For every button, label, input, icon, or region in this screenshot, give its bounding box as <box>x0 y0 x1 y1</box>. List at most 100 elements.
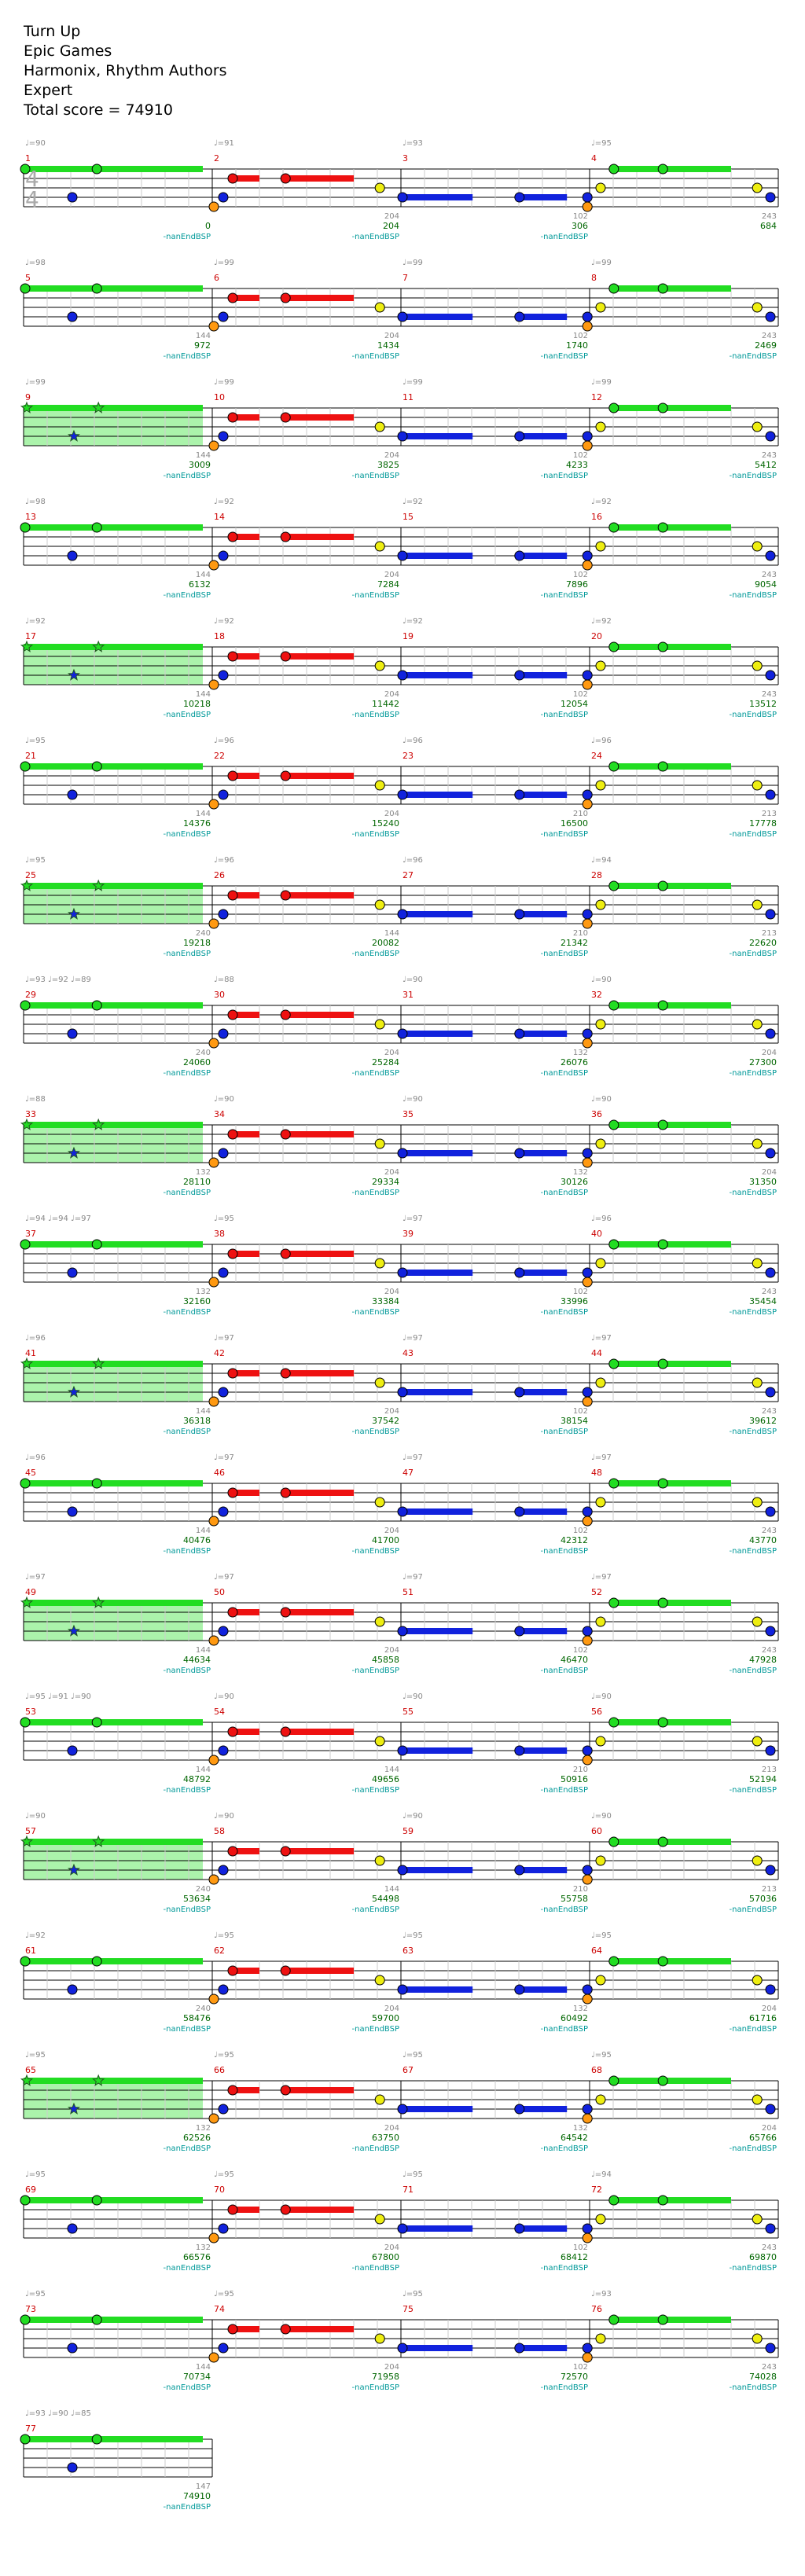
end-bsp-label: -nanEndBSP <box>164 233 211 241</box>
note-green <box>608 164 619 175</box>
tempo-marking: ♩=96 <box>214 856 234 865</box>
note-orange <box>582 1157 593 1168</box>
total-score: Total score = 74910 <box>24 101 173 119</box>
end-bsp-label: -nanEndBSP <box>730 472 777 480</box>
measure-number: 68 <box>591 2065 602 2075</box>
tempo-marking: ♩=97 <box>402 1573 423 1582</box>
measure-number: 14 <box>214 512 225 522</box>
measure-number: 59 <box>402 1826 414 1836</box>
sustain-blue <box>517 1389 568 1395</box>
end-bsp-label: -nanEndBSP <box>164 1666 211 1675</box>
note-orange <box>208 1516 219 1527</box>
end-bsp-label: -nanEndBSP <box>352 1189 399 1197</box>
measure-score: 37542 <box>372 1416 399 1426</box>
measure-number: 25 <box>25 870 36 880</box>
sustain-green <box>612 166 731 172</box>
measure-note-count: 243 <box>762 1646 777 1655</box>
measure-row <box>20 522 779 571</box>
sustain-red <box>284 2207 354 2213</box>
sustain-red <box>284 295 354 301</box>
note-blue <box>218 2343 229 2354</box>
note-blue <box>582 1506 593 1517</box>
note-orange <box>582 918 593 929</box>
note-orange <box>208 918 219 929</box>
note-orange <box>208 2232 219 2243</box>
sustain-red <box>284 2326 354 2332</box>
measure-note-count: 243 <box>762 1407 777 1416</box>
end-bsp-label: -nanEndBSP <box>164 1428 211 1436</box>
star-note-green <box>92 879 105 891</box>
note-blue <box>582 2343 593 2354</box>
sustain-blue <box>517 1867 568 1873</box>
note-blue <box>514 311 525 322</box>
note-red <box>280 173 291 184</box>
sustain-blue <box>517 1508 568 1515</box>
note-yellow <box>595 780 606 791</box>
star-note-green <box>92 1357 105 1369</box>
measure-number: 41 <box>25 1348 36 1358</box>
measure-note-count: 213 <box>762 1885 777 1894</box>
note-blue <box>765 311 776 322</box>
note-green <box>657 402 668 413</box>
note-blue <box>582 2223 593 2234</box>
measure-score: 32160 <box>183 1296 211 1306</box>
note-green <box>608 402 619 413</box>
measure-score: 72570 <box>561 2372 588 2382</box>
note-yellow <box>374 1497 385 1508</box>
measure-score: 4233 <box>566 460 588 470</box>
sustain-green <box>24 2436 203 2442</box>
measure-number: 37 <box>25 1229 36 1239</box>
note-green <box>657 1358 668 1369</box>
note-blue <box>397 1148 408 1159</box>
tempo-marking: ♩=88 <box>214 976 234 984</box>
measure-score: 42312 <box>561 1535 588 1545</box>
measure-note-count: 144 <box>196 451 211 460</box>
measure-score: 3009 <box>189 460 211 470</box>
measure-note-count: 210 <box>573 1766 588 1774</box>
measure-note-count: 204 <box>384 332 399 340</box>
note-orange <box>208 2113 219 2124</box>
sustain-green <box>612 1002 731 1009</box>
measure-note-count: 213 <box>762 929 777 938</box>
sustain-blue <box>401 2345 473 2351</box>
note-yellow <box>374 1975 385 1986</box>
end-bsp-label: -nanEndBSP <box>164 1905 211 1914</box>
note-red <box>227 1726 238 1737</box>
measure-note-count: 132 <box>573 2005 588 2013</box>
tempo-marking: ♩=88 <box>25 1095 46 1104</box>
note-green <box>608 1478 619 1489</box>
note-blue <box>67 1506 78 1517</box>
sustain-green <box>612 405 731 411</box>
measure-note-count: 102 <box>573 571 588 579</box>
measure-score: 40476 <box>183 1535 211 1545</box>
note-orange <box>208 440 219 451</box>
sustain-green <box>24 1839 203 1845</box>
note-blue <box>765 431 776 442</box>
sustain-red <box>284 653 354 660</box>
note-yellow <box>752 541 763 552</box>
measure-score: 5412 <box>755 460 777 470</box>
star-note-green <box>20 1357 34 1369</box>
note-yellow <box>752 1377 763 1388</box>
measure-number: 26 <box>214 870 225 880</box>
measure-score: 0 <box>205 221 211 231</box>
measure-score: 13512 <box>749 699 777 709</box>
measure-note-count: 204 <box>384 1407 399 1416</box>
note-orange <box>582 440 593 451</box>
tempo-marking: ♩=94 ♩=94 ♩=97 <box>25 1215 91 1223</box>
measure-note-count: 144 <box>196 810 211 818</box>
note-yellow <box>752 1736 763 1747</box>
sustain-red <box>284 414 354 421</box>
sustain-green <box>612 1600 731 1606</box>
measure-number: 70 <box>214 2185 225 2195</box>
tempo-marking: ♩=92 <box>591 617 612 626</box>
sustain-green <box>612 1361 731 1367</box>
song-difficulty: Expert <box>24 82 73 99</box>
measure-number: 40 <box>591 1229 602 1239</box>
measure-note-count: 204 <box>384 571 399 579</box>
tempo-marking: ♩=97 <box>402 1334 423 1343</box>
sustain-red <box>231 1848 259 1854</box>
note-blue <box>218 1267 229 1278</box>
note-green <box>91 1000 102 1011</box>
tempo-marking: ♩=98 <box>25 498 46 506</box>
